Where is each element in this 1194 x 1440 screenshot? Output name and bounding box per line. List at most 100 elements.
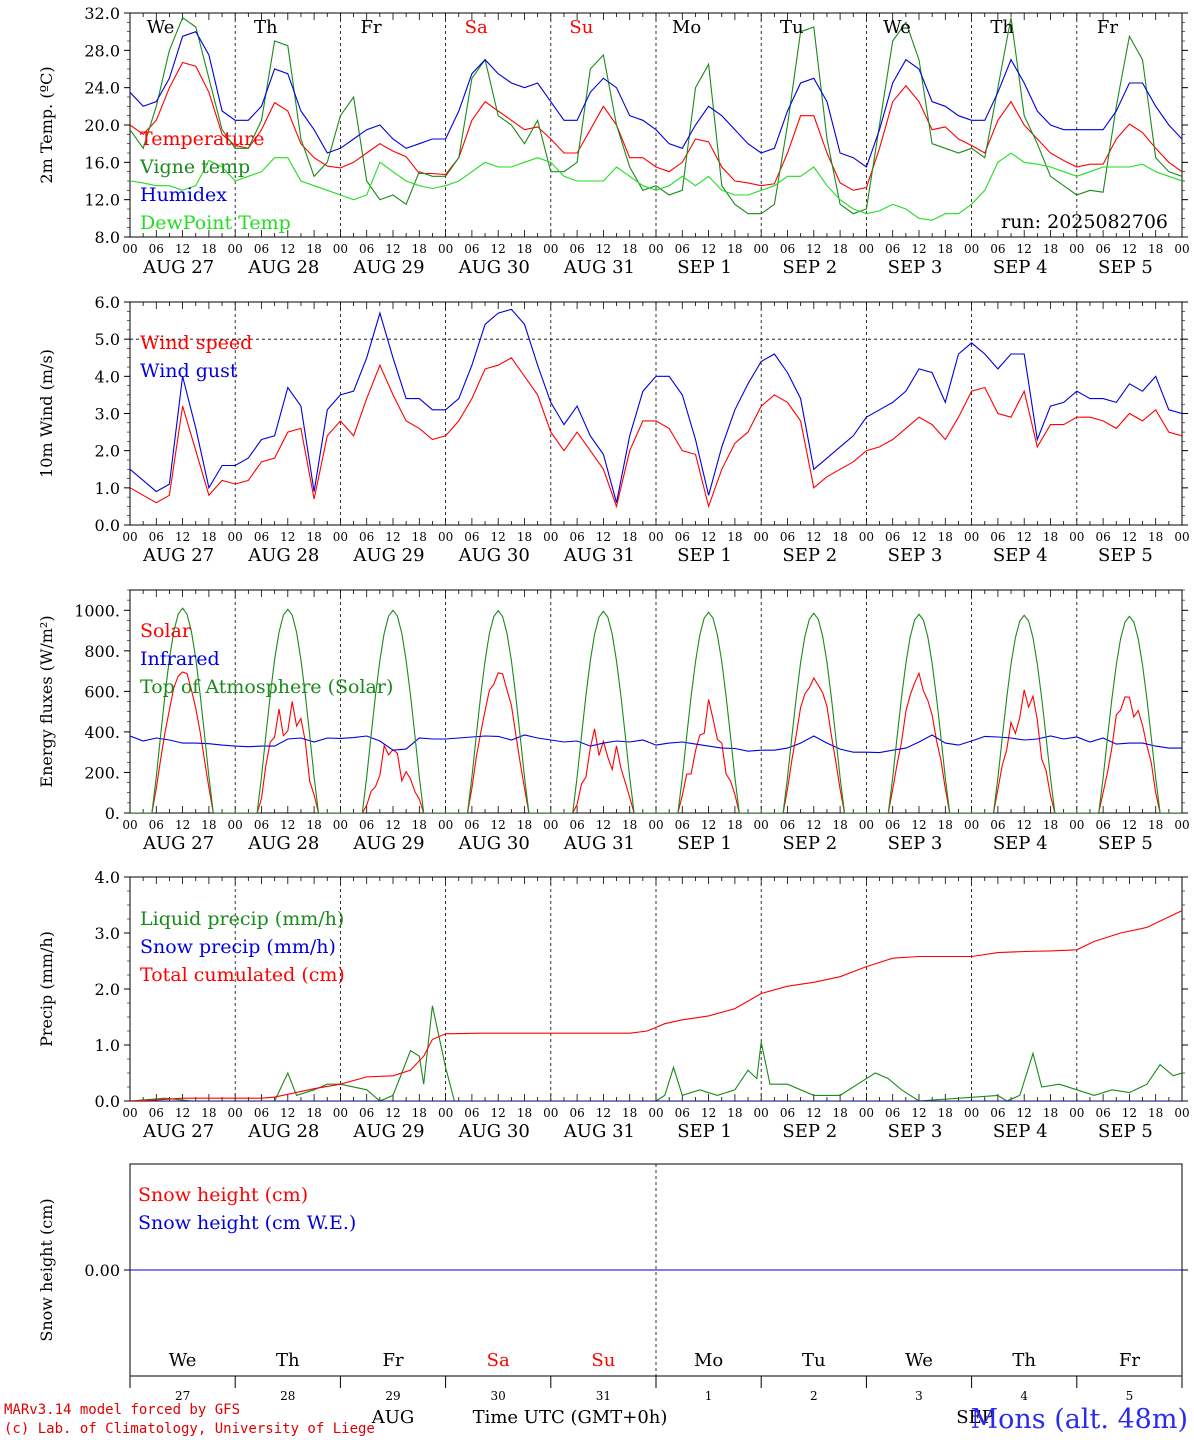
y-tick-label: 4.0 — [95, 367, 120, 386]
hour-tick-label: 18 — [832, 242, 847, 256]
date-label: AUG 28 — [247, 257, 319, 278]
hour-tick-label: 00 — [228, 1106, 243, 1120]
day-number-label: 29 — [385, 1389, 400, 1403]
panel-precip: 0.0 1.0 2.0 3.0 4.0 Precip (mm/h) 00 06 12 18 00 06… — [37, 868, 1190, 1142]
y-tick-label: 0.0 — [95, 1092, 120, 1111]
hour-tick-label: 06 — [464, 530, 479, 544]
hour-tick-label: 00 — [1174, 242, 1189, 256]
hour-tick-label: 00 — [1174, 1106, 1189, 1120]
hour-tick-label: 06 — [569, 818, 584, 832]
day-number-label: 2 — [810, 1389, 818, 1403]
hour-tick-label: 18 — [201, 242, 216, 256]
y-tick-label: 8.0 — [95, 228, 120, 247]
hour-tick-label: 18 — [832, 530, 847, 544]
day-of-week-label: Fr — [1119, 1350, 1140, 1371]
hour-tick-label: 18 — [832, 818, 847, 832]
hour-tick-label: 06 — [464, 1106, 479, 1120]
date-label: AUG 30 — [458, 1121, 530, 1142]
date-label: SEP 3 — [888, 833, 943, 854]
hour-tick-label: 00 — [333, 818, 348, 832]
legend-entry: Vigne temp — [139, 156, 250, 178]
y-axis-label: Precip (mm/h) — [37, 931, 56, 1047]
y-tick-label: 20.0 — [84, 116, 120, 135]
y-tick-label: 5.0 — [95, 330, 120, 349]
hour-tick-label: 12 — [175, 530, 190, 544]
hour-tick-label: 00 — [1069, 818, 1084, 832]
hour-tick-label: 12 — [596, 818, 611, 832]
series-line-humidex — [130, 31, 1182, 168]
series-line-solar — [130, 671, 1182, 813]
day-of-week-label: Sa — [465, 17, 488, 38]
hour-tick-label: 06 — [464, 242, 479, 256]
date-label: AUG 29 — [352, 257, 424, 278]
hour-tick-label: 12 — [280, 818, 295, 832]
hour-tick-label: 18 — [306, 530, 321, 544]
hour-tick-label: 18 — [1148, 242, 1163, 256]
hour-tick-label: 18 — [412, 530, 427, 544]
y-tick-label: 1.0 — [95, 1036, 120, 1055]
day-of-week-label: Th — [1012, 1350, 1036, 1371]
date-label: SEP 2 — [782, 1121, 837, 1142]
day-of-week-label: Tu — [802, 1350, 826, 1371]
hour-tick-label: 00 — [1069, 242, 1084, 256]
hour-tick-label: 00 — [543, 242, 558, 256]
hour-tick-label: 12 — [701, 818, 716, 832]
hour-tick-label: 06 — [885, 242, 900, 256]
hour-tick-label: 12 — [385, 530, 400, 544]
hour-tick-label: 18 — [938, 818, 953, 832]
hour-tick-label: 12 — [1017, 1106, 1032, 1120]
hour-tick-label: 12 — [1122, 530, 1137, 544]
series-line-top-of-atmosphere-solar- — [130, 607, 1182, 813]
day-of-week-label: We — [169, 1350, 197, 1371]
date-label: AUG 29 — [352, 545, 424, 566]
date-label: SEP 2 — [782, 257, 837, 278]
month-sep-label: SEP — [956, 1407, 994, 1428]
legend-entry: Solar — [140, 620, 192, 642]
hour-tick-label: 18 — [727, 1106, 742, 1120]
hour-tick-label: 12 — [806, 530, 821, 544]
hour-tick-label: 18 — [727, 818, 742, 832]
date-label: SEP 5 — [1098, 257, 1153, 278]
date-label: AUG 31 — [563, 1121, 635, 1142]
hour-tick-label: 00 — [122, 530, 137, 544]
hour-tick-label: 00 — [438, 530, 453, 544]
hour-tick-label: 18 — [727, 530, 742, 544]
date-label: SEP 5 — [1098, 833, 1153, 854]
date-label: AUG 27 — [142, 545, 214, 566]
date-label: SEP 1 — [677, 545, 732, 566]
hour-tick-label: 18 — [517, 530, 532, 544]
hour-tick-label: 12 — [701, 242, 716, 256]
date-label: AUG 29 — [352, 1121, 424, 1142]
hour-tick-label: 06 — [990, 818, 1005, 832]
lines-wind — [130, 308, 1182, 509]
hour-tick-label: 00 — [438, 242, 453, 256]
hour-tick-label: 18 — [201, 1106, 216, 1120]
day-of-week-label: Sa — [487, 1350, 510, 1371]
date-label: AUG 31 — [563, 545, 635, 566]
model-credit: MARv3.14 model forced by GFS — [4, 1402, 240, 1418]
hour-tick-label: 00 — [754, 818, 769, 832]
y-tick-label: 24.0 — [84, 79, 120, 98]
hour-tick-label: 00 — [1174, 818, 1189, 832]
hour-tick-label: 18 — [1043, 530, 1058, 544]
hour-tick-label: 00 — [543, 818, 558, 832]
day-of-week-label: We — [147, 17, 175, 38]
y-tick-label: 400. — [84, 723, 120, 742]
hour-tick-label: 00 — [1069, 530, 1084, 544]
y-tick-label: 3.0 — [95, 924, 120, 943]
series-line-temperature — [130, 61, 1182, 191]
hour-tick-label: 06 — [149, 530, 164, 544]
hour-tick-label: 00 — [648, 242, 663, 256]
lines-temp — [130, 16, 1182, 221]
day-of-week-label: Th — [990, 17, 1014, 38]
date-label: AUG 29 — [352, 833, 424, 854]
y-tick-label: 28.0 — [84, 41, 120, 60]
day-number-label: 5 — [1126, 1389, 1134, 1403]
hour-tick-label: 12 — [1017, 242, 1032, 256]
hour-tick-label: 18 — [412, 818, 427, 832]
hour-tick-label: 12 — [385, 818, 400, 832]
footer: MARv3.14 model forced by GFS (c) Lab. of … — [4, 1402, 1188, 1437]
y-axis-label: 10m Wind (m/s) — [37, 349, 56, 478]
hour-tick-label: 12 — [911, 242, 926, 256]
day-of-week-label: Mo — [672, 17, 701, 38]
